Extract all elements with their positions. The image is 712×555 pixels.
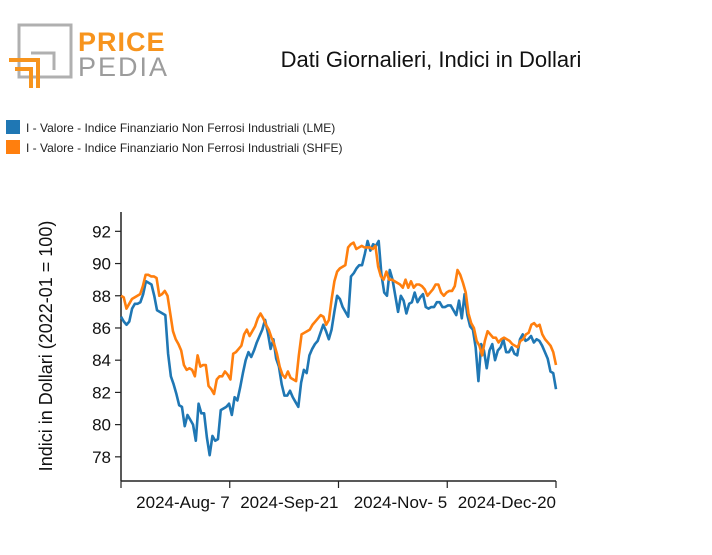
legend-label-shfe: I - Valore - Indice Finanziario Non Ferr… (26, 141, 343, 155)
x-tick-label: 2024-Dec-20 (458, 493, 556, 512)
plot-area (119, 239, 558, 457)
series-line-shfe (120, 241, 558, 396)
logo-inner-bracket (31, 51, 56, 70)
y-ticks: 78 80 82 84 86 88 90 92 (92, 222, 121, 467)
y-tick-label: 80 (92, 416, 111, 435)
legend-swatch-lme (6, 120, 20, 134)
x-tick-label: 2024-Aug- 7 (136, 493, 230, 512)
legend: I - Valore - Indice Finanziario Non Ferr… (6, 120, 343, 155)
y-axis-label: Indici in Dollari (2022-01 = 100) (36, 221, 56, 472)
legend-label-lme: I - Valore - Indice Finanziario Non Ferr… (26, 121, 335, 135)
logo-orange-bracket-inner (15, 67, 33, 88)
pricepedia-logo: PRICE PEDIA (9, 23, 169, 88)
x-tick-label: 2024-Nov- 5 (354, 493, 448, 512)
y-tick-label: 90 (92, 255, 111, 274)
logo-orange-bracket-outer (9, 58, 40, 88)
logo-word-price: PRICE (78, 27, 166, 57)
y-tick-label: 88 (92, 287, 111, 306)
y-tick-label: 82 (92, 383, 111, 402)
logo-word-pedia: PEDIA (78, 52, 169, 82)
y-tick-label: 78 (92, 448, 111, 467)
x-ticks: 2024-Aug- 7 2024-Sep-21 2024-Nov- 5 2024-De… (120, 481, 557, 512)
logo-square-outline (17, 23, 73, 79)
y-tick-label: 84 (92, 351, 111, 370)
y-tick-label: 86 (92, 319, 111, 338)
chart-title: Dati Giornalieri, Indici in Dollari (281, 47, 582, 72)
legend-swatch-shfe (6, 140, 20, 154)
series-line-lme (119, 239, 558, 457)
y-tick-label: 92 (92, 222, 111, 241)
x-tick-label: 2024-Sep-21 (240, 493, 338, 512)
